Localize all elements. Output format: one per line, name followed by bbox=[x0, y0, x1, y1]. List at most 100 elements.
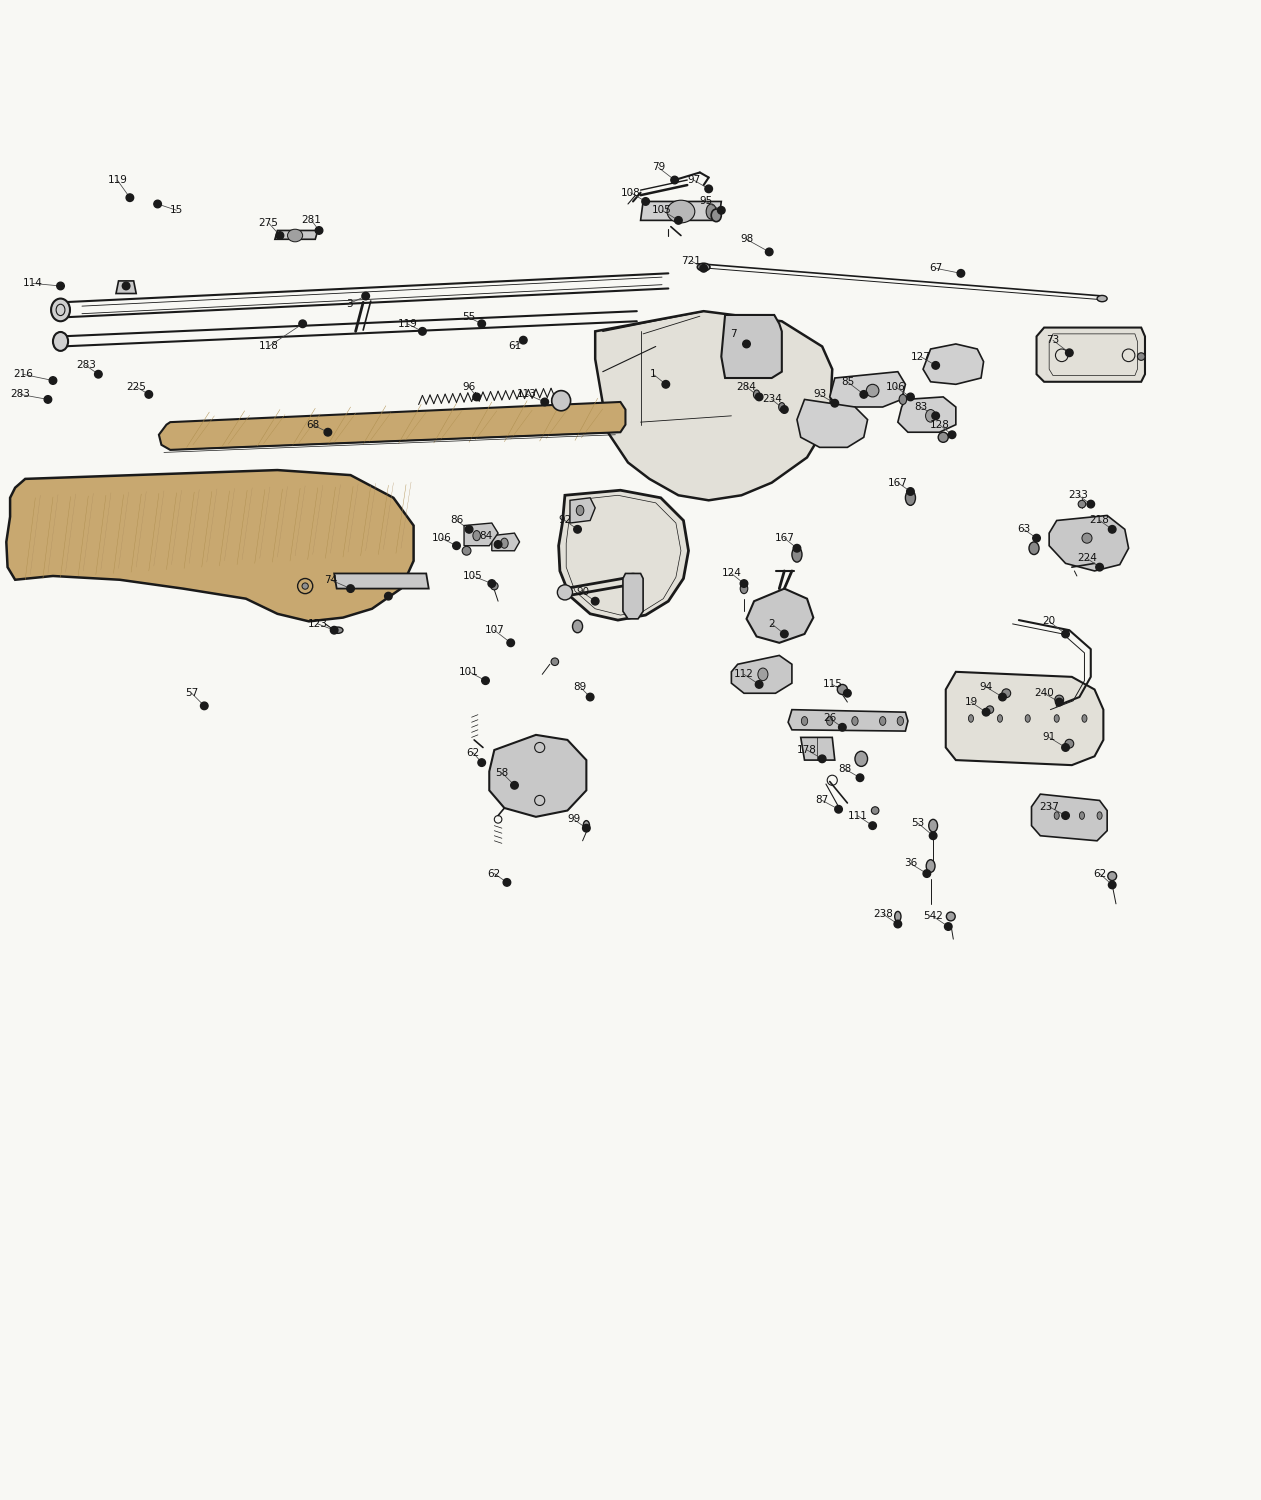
Ellipse shape bbox=[1079, 812, 1084, 819]
Ellipse shape bbox=[792, 548, 802, 562]
Ellipse shape bbox=[288, 230, 303, 242]
Text: 178: 178 bbox=[797, 746, 817, 754]
Text: 218: 218 bbox=[1090, 516, 1110, 525]
Text: 15: 15 bbox=[170, 206, 183, 216]
Circle shape bbox=[1062, 744, 1069, 752]
Text: 89: 89 bbox=[574, 682, 586, 692]
Text: 167: 167 bbox=[774, 532, 794, 543]
Text: 106: 106 bbox=[431, 532, 451, 543]
Text: 119: 119 bbox=[397, 320, 417, 328]
Circle shape bbox=[488, 580, 496, 588]
Ellipse shape bbox=[895, 912, 900, 921]
Text: 112: 112 bbox=[734, 669, 754, 680]
Polygon shape bbox=[801, 738, 835, 760]
Ellipse shape bbox=[1078, 501, 1086, 509]
Polygon shape bbox=[570, 498, 595, 523]
Text: 91: 91 bbox=[1043, 732, 1055, 742]
Circle shape bbox=[948, 430, 956, 438]
Text: 233: 233 bbox=[1068, 490, 1088, 501]
Ellipse shape bbox=[473, 531, 480, 540]
Circle shape bbox=[662, 381, 670, 388]
Text: 55: 55 bbox=[463, 312, 475, 322]
Circle shape bbox=[1055, 699, 1063, 706]
Text: 62: 62 bbox=[488, 868, 501, 879]
Circle shape bbox=[755, 681, 763, 688]
Ellipse shape bbox=[1137, 352, 1145, 360]
Circle shape bbox=[473, 393, 480, 400]
Polygon shape bbox=[797, 399, 868, 447]
Circle shape bbox=[1066, 350, 1073, 357]
Text: 238: 238 bbox=[873, 909, 893, 920]
Ellipse shape bbox=[576, 506, 584, 516]
Circle shape bbox=[324, 429, 332, 436]
Circle shape bbox=[856, 774, 864, 782]
Text: 1: 1 bbox=[649, 369, 657, 380]
Circle shape bbox=[793, 544, 801, 552]
Circle shape bbox=[154, 200, 161, 208]
Circle shape bbox=[999, 693, 1006, 700]
Text: 237: 237 bbox=[1039, 801, 1059, 812]
Ellipse shape bbox=[706, 204, 716, 219]
Ellipse shape bbox=[551, 658, 559, 666]
Text: 74: 74 bbox=[324, 574, 337, 585]
Text: 283: 283 bbox=[10, 390, 30, 399]
Text: 62: 62 bbox=[1093, 868, 1106, 879]
Text: 224: 224 bbox=[1077, 554, 1097, 564]
Polygon shape bbox=[1037, 327, 1145, 382]
Circle shape bbox=[330, 627, 338, 634]
Ellipse shape bbox=[852, 717, 859, 726]
Polygon shape bbox=[464, 524, 498, 546]
Circle shape bbox=[541, 398, 549, 405]
Circle shape bbox=[200, 702, 208, 709]
Ellipse shape bbox=[946, 912, 956, 921]
Polygon shape bbox=[747, 588, 813, 644]
Text: 721: 721 bbox=[681, 255, 701, 266]
Text: 115: 115 bbox=[822, 680, 842, 690]
Circle shape bbox=[122, 282, 130, 290]
Circle shape bbox=[705, 184, 712, 192]
Text: 107: 107 bbox=[484, 626, 504, 634]
Ellipse shape bbox=[667, 200, 695, 223]
Circle shape bbox=[478, 320, 485, 327]
Circle shape bbox=[907, 393, 914, 400]
Text: 84: 84 bbox=[479, 531, 492, 540]
Ellipse shape bbox=[802, 717, 808, 726]
Text: 58: 58 bbox=[496, 768, 508, 777]
Polygon shape bbox=[1031, 794, 1107, 842]
Ellipse shape bbox=[1029, 542, 1039, 555]
Text: 123: 123 bbox=[308, 620, 328, 628]
Circle shape bbox=[126, 194, 134, 201]
Text: 7: 7 bbox=[730, 328, 738, 339]
Text: 53: 53 bbox=[912, 818, 924, 828]
Text: 97: 97 bbox=[687, 176, 700, 184]
Polygon shape bbox=[489, 735, 586, 818]
Circle shape bbox=[675, 216, 682, 223]
Text: 128: 128 bbox=[929, 420, 950, 429]
Ellipse shape bbox=[866, 384, 879, 398]
Circle shape bbox=[923, 870, 931, 877]
Text: 108: 108 bbox=[620, 188, 641, 198]
Circle shape bbox=[982, 708, 990, 716]
Circle shape bbox=[894, 920, 902, 928]
Text: 20: 20 bbox=[1043, 616, 1055, 627]
Ellipse shape bbox=[779, 402, 784, 411]
Circle shape bbox=[957, 270, 965, 278]
Polygon shape bbox=[559, 490, 689, 620]
Text: 87: 87 bbox=[816, 795, 828, 806]
Ellipse shape bbox=[871, 807, 879, 814]
Ellipse shape bbox=[926, 410, 936, 422]
Polygon shape bbox=[595, 310, 832, 501]
Circle shape bbox=[453, 542, 460, 549]
Text: 83: 83 bbox=[914, 402, 927, 412]
Ellipse shape bbox=[905, 490, 915, 506]
Ellipse shape bbox=[303, 584, 308, 590]
Ellipse shape bbox=[928, 819, 937, 833]
Circle shape bbox=[743, 340, 750, 348]
Ellipse shape bbox=[1001, 688, 1011, 698]
Text: 94: 94 bbox=[980, 682, 992, 692]
Text: 119: 119 bbox=[107, 176, 127, 184]
Text: 2: 2 bbox=[768, 620, 776, 628]
Ellipse shape bbox=[583, 821, 590, 831]
Text: 26: 26 bbox=[823, 714, 836, 723]
Circle shape bbox=[818, 754, 826, 762]
